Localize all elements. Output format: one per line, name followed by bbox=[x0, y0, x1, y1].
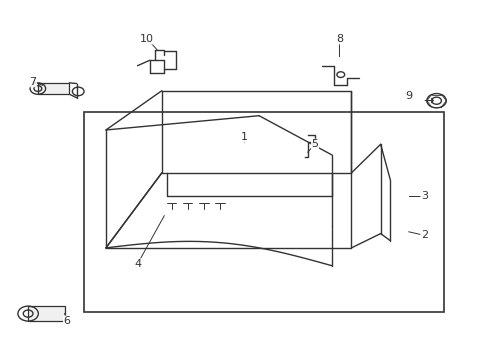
Text: →: → bbox=[422, 94, 432, 107]
Text: 4: 4 bbox=[134, 259, 141, 269]
Bar bbox=[174, 212, 184, 223]
Text: 5: 5 bbox=[311, 139, 318, 149]
Bar bbox=[164, 202, 239, 228]
Bar bbox=[38, 83, 69, 94]
Bar bbox=[210, 212, 221, 223]
Text: 3: 3 bbox=[420, 191, 427, 201]
Text: 2: 2 bbox=[420, 230, 427, 240]
Text: 1: 1 bbox=[241, 132, 247, 142]
Text: 8: 8 bbox=[335, 34, 342, 44]
Bar bbox=[192, 212, 203, 223]
Text: 10: 10 bbox=[140, 34, 154, 44]
Text: 6: 6 bbox=[63, 316, 70, 326]
Bar bbox=[84, 112, 443, 312]
Text: 7: 7 bbox=[29, 77, 37, 87]
Text: 9: 9 bbox=[404, 91, 411, 101]
Bar bbox=[28, 306, 64, 321]
